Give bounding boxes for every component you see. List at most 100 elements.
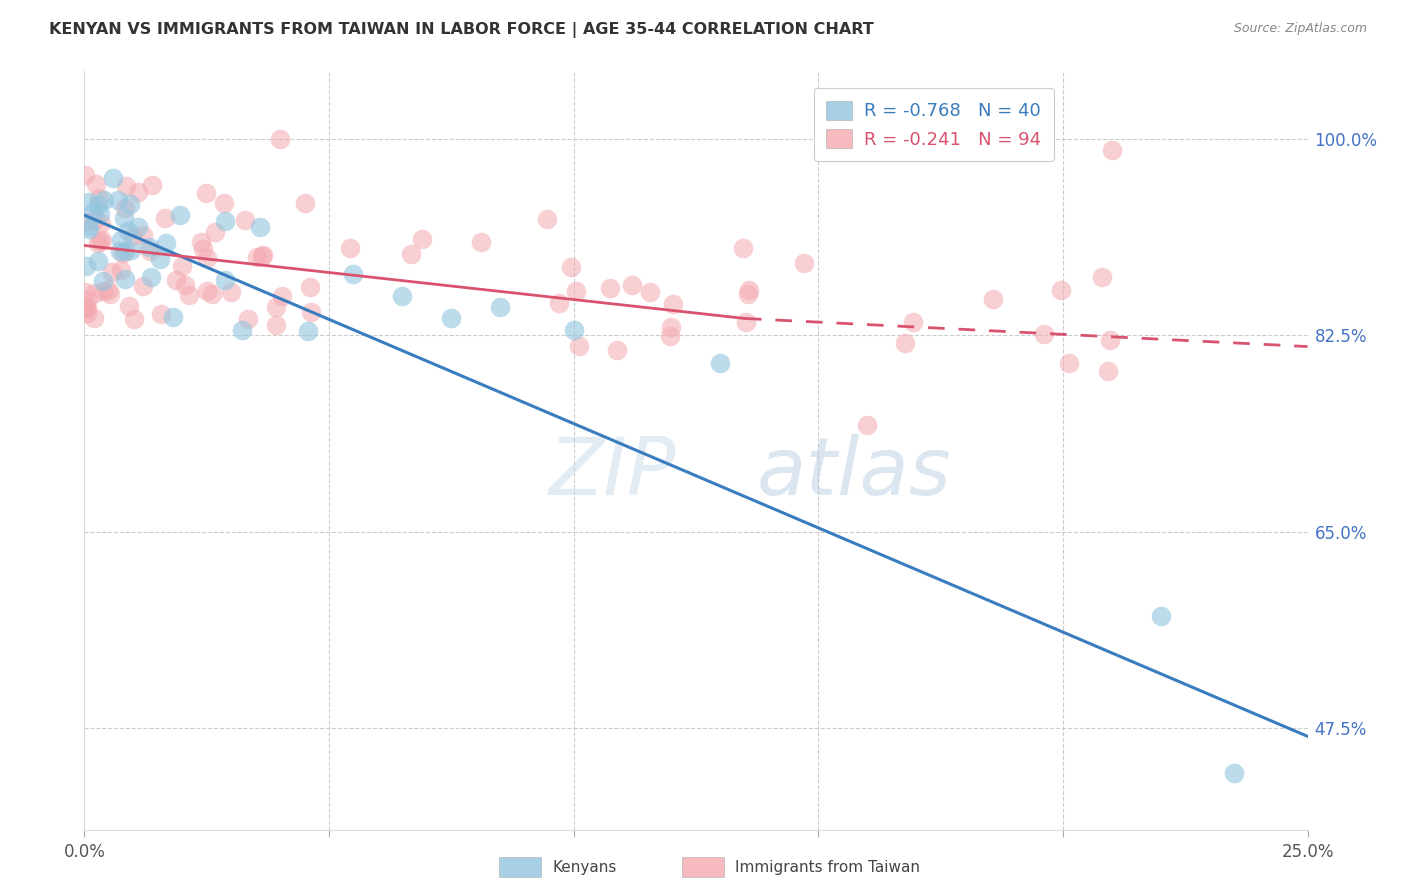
Point <box>89 191 111 205</box>
Point <box>89 234 111 248</box>
Point <box>110 263 132 277</box>
Point <box>204 225 226 239</box>
Point <box>252 248 274 262</box>
Point <box>149 252 172 266</box>
Point <box>91 284 114 298</box>
Point <box>233 213 256 227</box>
Text: atlas: atlas <box>758 434 952 512</box>
Point <box>84 285 107 300</box>
Point <box>236 312 259 326</box>
Point <box>214 196 236 211</box>
Point <box>299 305 322 319</box>
Point <box>391 289 413 303</box>
Point <box>139 244 162 259</box>
Point <box>659 319 682 334</box>
Point <box>132 279 155 293</box>
Point <box>73 168 96 182</box>
Point <box>75 300 97 314</box>
Point <box>709 356 731 370</box>
Point <box>165 273 187 287</box>
Point <box>83 311 105 326</box>
Point <box>735 315 758 329</box>
Point <box>91 274 114 288</box>
Point <box>565 284 588 298</box>
Point <box>246 250 269 264</box>
Point <box>93 193 115 207</box>
Point <box>77 219 100 233</box>
Point <box>155 235 177 250</box>
Point <box>599 280 621 294</box>
Point <box>249 220 271 235</box>
Point <box>266 318 288 332</box>
Point <box>97 283 120 297</box>
Point <box>132 227 155 242</box>
Point <box>264 301 287 315</box>
Point <box>124 312 146 326</box>
Point <box>87 236 110 251</box>
Text: Source: ZipAtlas.com: Source: ZipAtlas.com <box>1233 22 1367 36</box>
Point <box>172 259 194 273</box>
Point <box>470 235 492 250</box>
Point <box>294 195 316 210</box>
Point <box>90 216 112 230</box>
Point <box>1223 766 1246 780</box>
Point <box>118 197 141 211</box>
Point <box>548 295 571 310</box>
Point <box>981 293 1004 307</box>
Point <box>84 177 107 191</box>
Point <box>114 272 136 286</box>
Point <box>112 245 135 260</box>
Point <box>191 242 214 256</box>
Point <box>1033 326 1056 341</box>
Point <box>77 221 100 235</box>
Point <box>250 249 273 263</box>
Point <box>214 273 236 287</box>
Point <box>270 289 292 303</box>
Point <box>733 241 755 255</box>
Point <box>162 310 184 325</box>
Point <box>298 279 321 293</box>
Text: Immigrants from Taiwan: Immigrants from Taiwan <box>735 860 921 874</box>
Point <box>401 246 423 260</box>
Point <box>190 235 212 249</box>
Point <box>536 211 558 226</box>
Point <box>73 285 96 300</box>
Point <box>127 185 149 199</box>
Point <box>75 260 97 274</box>
Point <box>76 306 98 320</box>
Point <box>1091 269 1114 284</box>
Point <box>141 178 163 193</box>
Point <box>155 211 177 225</box>
Point <box>195 251 218 265</box>
Point <box>120 243 142 257</box>
Point <box>214 214 236 228</box>
Point <box>662 297 685 311</box>
Point <box>1101 143 1123 157</box>
Point <box>195 285 218 299</box>
Point <box>1049 284 1071 298</box>
Point <box>98 287 121 301</box>
Point <box>87 254 110 268</box>
Point <box>1097 364 1119 378</box>
Point <box>201 286 224 301</box>
Point <box>112 211 135 225</box>
Point <box>174 278 197 293</box>
Point <box>620 278 643 293</box>
Text: Kenyans: Kenyans <box>553 860 617 874</box>
Point <box>1150 609 1173 624</box>
Point <box>101 265 124 279</box>
Legend: R = -0.768   N = 40, R = -0.241   N = 94: R = -0.768 N = 40, R = -0.241 N = 94 <box>814 88 1054 161</box>
Point <box>76 293 98 307</box>
Point <box>117 224 139 238</box>
Point <box>568 338 591 352</box>
Point <box>87 198 110 212</box>
Point <box>84 213 107 227</box>
Text: KENYAN VS IMMIGRANTS FROM TAIWAN IN LABOR FORCE | AGE 35-44 CORRELATION CHART: KENYAN VS IMMIGRANTS FROM TAIWAN IN LABO… <box>49 22 875 38</box>
Point <box>101 170 124 185</box>
Point <box>115 179 138 194</box>
Point <box>90 233 112 247</box>
Point <box>76 301 98 315</box>
Point <box>118 299 141 313</box>
Point <box>179 287 201 301</box>
Text: ZIP: ZIP <box>550 434 676 512</box>
